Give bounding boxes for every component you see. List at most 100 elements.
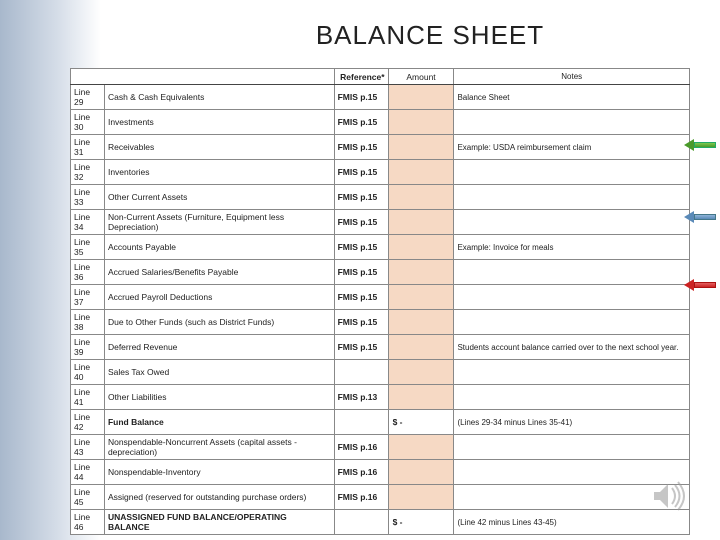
- table-row: Line 36Accrued Salaries/Benefits Payable…: [71, 260, 690, 285]
- cell: FMIS p.15: [334, 110, 388, 135]
- cell: [388, 210, 454, 235]
- cell: Example: Invoice for meals: [454, 235, 690, 260]
- cell: Line 38: [71, 310, 105, 335]
- cell: Accounts Payable: [104, 235, 334, 260]
- cell: Due to Other Funds (such as District Fun…: [104, 310, 334, 335]
- header-notes: Notes: [454, 69, 690, 85]
- cell: [334, 360, 388, 385]
- cell: [388, 135, 454, 160]
- cell: Example: USDA reimbursement claim: [454, 135, 690, 160]
- cell: Line 30: [71, 110, 105, 135]
- cell: FMIS p.15: [334, 160, 388, 185]
- cell: Line 34: [71, 210, 105, 235]
- table-row: Line 45Assigned (reserved for outstandin…: [71, 485, 690, 510]
- cell: Line 29: [71, 85, 105, 110]
- cell: Assigned (reserved for outstanding purch…: [104, 485, 334, 510]
- cell: UNASSIGNED FUND BALANCE/OPERATING BALANC…: [104, 510, 334, 535]
- cell: [454, 360, 690, 385]
- cell: [454, 210, 690, 235]
- blue-arrow-icon: [686, 211, 716, 223]
- cell: [334, 410, 388, 435]
- cell: Receivables: [104, 135, 334, 160]
- header-amount: Amount: [388, 69, 454, 85]
- green-arrow-icon: [686, 139, 716, 151]
- balance-sheet-table: BALANCE SHEET Reference* Amount Notes Li…: [70, 68, 690, 535]
- cell: FMIS p.16: [334, 460, 388, 485]
- header-section: BALANCE SHEET: [71, 69, 335, 85]
- table-row: Line 41Other LiabilitiesFMIS p.13: [71, 385, 690, 410]
- cell: [454, 160, 690, 185]
- cell: $ -: [388, 410, 454, 435]
- cell: Line 40: [71, 360, 105, 385]
- cell: [388, 185, 454, 210]
- cell: Deferred Revenue: [104, 335, 334, 360]
- table-row: Line 46UNASSIGNED FUND BALANCE/OPERATING…: [71, 510, 690, 535]
- red-arrow-icon: [686, 279, 716, 291]
- cell: Line 32: [71, 160, 105, 185]
- cell: [388, 335, 454, 360]
- cell: [454, 260, 690, 285]
- table-row: Line 33Other Current AssetsFMIS p.15: [71, 185, 690, 210]
- header-row: BALANCE SHEET Reference* Amount Notes: [71, 69, 690, 85]
- balance-sheet-table-wrap: BALANCE SHEET Reference* Amount Notes Li…: [70, 68, 690, 535]
- cell: Line 43: [71, 435, 105, 460]
- cell: [388, 360, 454, 385]
- page-title: BALANCE SHEET: [0, 0, 720, 57]
- cell: Line 46: [71, 510, 105, 535]
- table-row: Line 29Cash & Cash EquivalentsFMIS p.15B…: [71, 85, 690, 110]
- cell: Line 31: [71, 135, 105, 160]
- cell: Nonspendable-Noncurrent Assets (capital …: [104, 435, 334, 460]
- cell: Line 39: [71, 335, 105, 360]
- cell: Other Current Assets: [104, 185, 334, 210]
- table-row: Line 32InventoriesFMIS p.15: [71, 160, 690, 185]
- cell: [388, 260, 454, 285]
- table-row: Line 31ReceivablesFMIS p.15Example: USDA…: [71, 135, 690, 160]
- cell: Cash & Cash Equivalents: [104, 85, 334, 110]
- cell: [388, 435, 454, 460]
- table-row: Line 39Deferred RevenueFMIS p.15Students…: [71, 335, 690, 360]
- cell: FMIS p.13: [334, 385, 388, 410]
- cell: FMIS p.15: [334, 85, 388, 110]
- cell: [388, 385, 454, 410]
- cell: FMIS p.15: [334, 260, 388, 285]
- cell: Accrued Payroll Deductions: [104, 285, 334, 310]
- cell: [454, 110, 690, 135]
- cell: FMIS p.15: [334, 210, 388, 235]
- cell: FMIS p.15: [334, 285, 388, 310]
- cell: Other Liabilities: [104, 385, 334, 410]
- cell: [454, 435, 690, 460]
- speaker-icon: [648, 476, 688, 516]
- cell: Nonspendable-Inventory: [104, 460, 334, 485]
- cell: Fund Balance: [104, 410, 334, 435]
- cell: FMIS p.15: [334, 185, 388, 210]
- cell: Line 37: [71, 285, 105, 310]
- cell: Inventories: [104, 160, 334, 185]
- table-row: Line 42Fund Balance$ -(Lines 29-34 minus…: [71, 410, 690, 435]
- cell: Accrued Salaries/Benefits Payable: [104, 260, 334, 285]
- cell: Line 41: [71, 385, 105, 410]
- cell: [388, 85, 454, 110]
- cell: [334, 510, 388, 535]
- cell: FMIS p.16: [334, 485, 388, 510]
- cell: [454, 185, 690, 210]
- cell: [388, 460, 454, 485]
- cell: [454, 385, 690, 410]
- cell: [454, 285, 690, 310]
- table-row: Line 40Sales Tax Owed: [71, 360, 690, 385]
- table-row: Line 38Due to Other Funds (such as Distr…: [71, 310, 690, 335]
- table-row: Line 35Accounts PayableFMIS p.15Example:…: [71, 235, 690, 260]
- cell: FMIS p.16: [334, 435, 388, 460]
- cell: FMIS p.15: [334, 310, 388, 335]
- cell: Line 33: [71, 185, 105, 210]
- cell: [388, 235, 454, 260]
- cell: Students account balance carried over to…: [454, 335, 690, 360]
- cell: Investments: [104, 110, 334, 135]
- table-row: Line 44Nonspendable-InventoryFMIS p.16: [71, 460, 690, 485]
- cell: [388, 310, 454, 335]
- cell: Line 45: [71, 485, 105, 510]
- cell: FMIS p.15: [334, 235, 388, 260]
- cell: Line 44: [71, 460, 105, 485]
- table-row: Line 43Nonspendable-Noncurrent Assets (c…: [71, 435, 690, 460]
- cell: Non-Current Assets (Furniture, Equipment…: [104, 210, 334, 235]
- cell: Line 42: [71, 410, 105, 435]
